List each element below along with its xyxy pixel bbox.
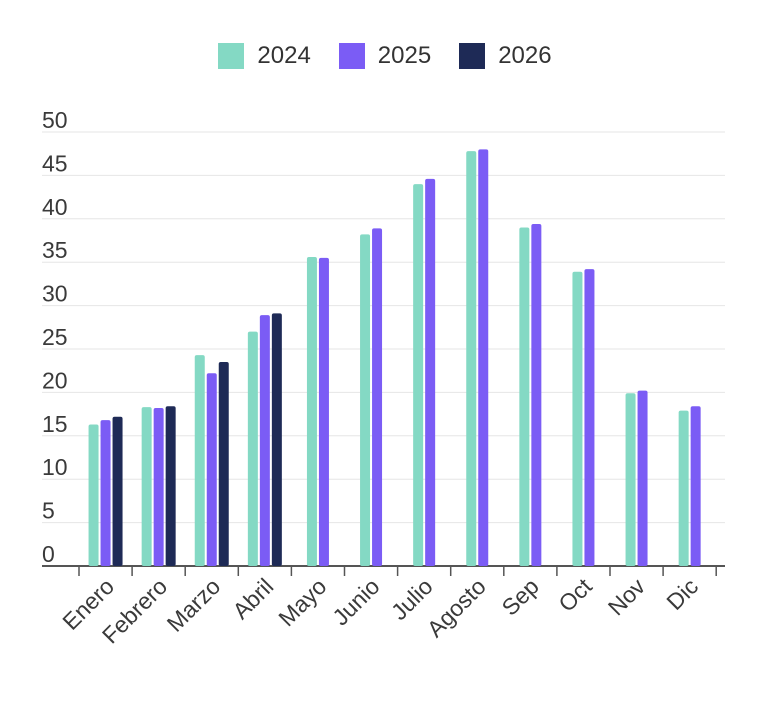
legend-item-2026[interactable]: 2026 xyxy=(459,42,552,70)
bar-2025-febrero xyxy=(153,408,164,566)
bar-2025-mayo xyxy=(318,257,329,566)
bar-2026-marzo xyxy=(218,362,229,566)
bar-2024-febrero xyxy=(141,407,152,566)
y-tick-label: 0 xyxy=(42,541,55,567)
y-tick-label: 30 xyxy=(42,281,68,307)
y-tick-label: 10 xyxy=(42,454,68,480)
bar-2025-agosto xyxy=(478,149,489,567)
bar-2024-sep xyxy=(519,227,530,567)
x-tick-label: Abril xyxy=(227,573,278,624)
y-tick-label: 15 xyxy=(42,411,68,437)
bar-2026-abril xyxy=(271,313,282,566)
x-tick-label: Nov xyxy=(603,573,651,621)
legend-swatch-2025 xyxy=(338,43,365,69)
chart-legend: 2024 2025 2026 xyxy=(0,42,770,70)
bar-2024-marzo xyxy=(194,355,205,566)
x-tick-label: Marzo xyxy=(162,573,226,637)
legend-item-2025[interactable]: 2025 xyxy=(338,42,432,70)
y-tick-label: 35 xyxy=(42,237,68,263)
x-tick-label: Oct xyxy=(553,573,597,617)
bar-2024-oct xyxy=(572,271,583,566)
legend-label-2025: 2025 xyxy=(377,42,432,69)
y-tick-label: 20 xyxy=(42,367,68,393)
x-tick-label: Agosto xyxy=(422,573,491,642)
legend-swatch-2024 xyxy=(218,43,245,69)
bar-2024-dic xyxy=(678,410,689,566)
bar-2025-julio xyxy=(425,178,436,566)
x-tick-label: Junio xyxy=(327,573,384,630)
legend-swatch-2026 xyxy=(459,43,486,69)
y-tick-label: 25 xyxy=(42,324,68,350)
bar-2024-julio xyxy=(413,184,424,566)
bar-2024-enero xyxy=(88,424,99,566)
bar-2026-enero xyxy=(112,416,123,566)
legend-label-2026: 2026 xyxy=(498,42,552,69)
bar-2025-enero xyxy=(100,420,111,566)
bar-2025-abril xyxy=(259,315,270,566)
x-tick-label: Sep xyxy=(497,573,544,620)
bar-2024-mayo xyxy=(306,256,317,566)
bar-2025-sep xyxy=(531,224,542,566)
bar-2024-nov xyxy=(625,393,636,566)
bar-2025-junio xyxy=(372,228,383,566)
bar-2024-junio xyxy=(360,234,371,566)
bar-2025-nov xyxy=(637,390,648,566)
x-tick-label: Mayo xyxy=(273,573,331,631)
bar-2025-oct xyxy=(584,269,595,566)
bar-2025-marzo xyxy=(206,373,217,566)
y-tick-label: 50 xyxy=(42,107,68,133)
x-tick-label: Dic xyxy=(661,573,703,615)
bar-2024-abril xyxy=(247,331,258,566)
bar-2025-dic xyxy=(690,406,701,566)
y-tick-label: 45 xyxy=(42,150,68,176)
legend-item-2024[interactable]: 2024 xyxy=(218,42,311,70)
legend-label-2024: 2024 xyxy=(257,42,311,69)
y-tick-label: 40 xyxy=(42,194,68,220)
bar-2026-febrero xyxy=(165,406,176,566)
y-tick-label: 5 xyxy=(42,498,55,524)
bar-2024-agosto xyxy=(466,151,477,566)
